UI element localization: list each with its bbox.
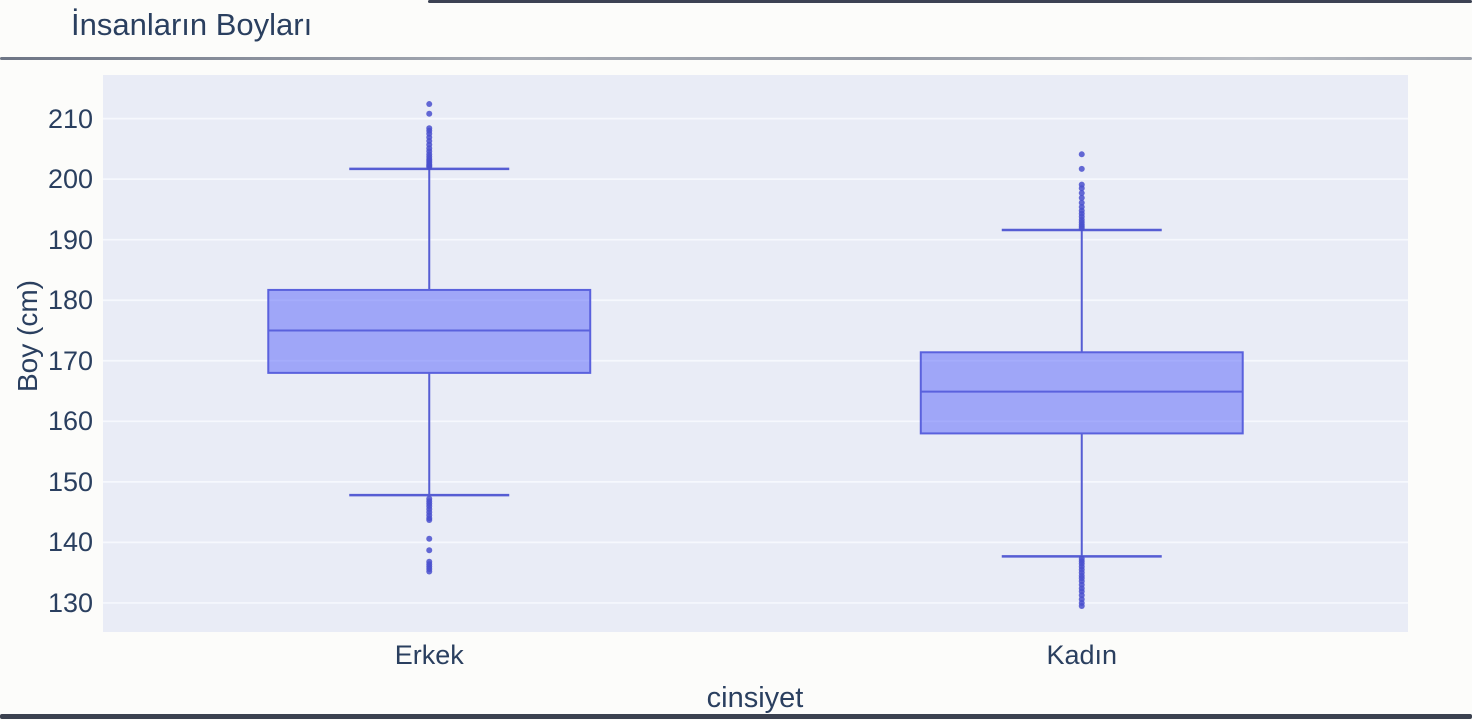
y-tick-label: 190 <box>47 224 93 255</box>
x-tick-label-kadn: Kadın <box>1046 640 1118 670</box>
outlier-point[interactable] <box>426 110 433 117</box>
y-tick-label: 160 <box>47 406 93 437</box>
chart-title: İnsanların Boyları <box>71 7 313 42</box>
outlier-point[interactable] <box>1078 199 1085 206</box>
outlier-point[interactable] <box>1078 181 1085 188</box>
outlier-point[interactable] <box>1078 165 1085 172</box>
y-tick-label: 140 <box>47 527 93 558</box>
outlier-point[interactable] <box>426 547 433 554</box>
y-axis: Boy (cm) 130 140 150 160 170 180 190 200 210 <box>0 0 99 720</box>
screen-edge-artifact-under-title <box>0 57 1472 60</box>
y-tick-label: 180 <box>47 285 93 316</box>
outlier-point[interactable] <box>426 568 433 575</box>
outlier-point[interactable] <box>1078 190 1085 197</box>
outlier-point[interactable] <box>426 101 433 108</box>
outlier-point[interactable] <box>426 535 433 542</box>
outlier-point[interactable] <box>1078 151 1085 158</box>
plot-area[interactable] <box>103 75 1408 632</box>
boxplot-svg <box>103 101 1408 609</box>
box-kadın[interactable] <box>919 351 1244 435</box>
screen-edge-artifact-bottom <box>0 714 1472 719</box>
outlier-point[interactable] <box>1078 592 1085 599</box>
x-tick-label-erkek: Erkek <box>394 640 464 670</box>
outlier-point[interactable] <box>1078 194 1085 201</box>
outlier-point[interactable] <box>426 125 433 132</box>
y-tick-label: 150 <box>47 466 93 497</box>
y-tick-label: 130 <box>47 587 93 618</box>
y-tick-label: 170 <box>47 345 93 376</box>
y-tick-label: 210 <box>47 103 93 134</box>
x-axis-title: cinsiyet <box>706 682 804 714</box>
y-tick-label: 200 <box>47 164 93 195</box>
outlier-point[interactable] <box>1078 602 1085 609</box>
outlier-point[interactable] <box>426 516 433 523</box>
screen-edge-artifact-top <box>428 0 1472 3</box>
outlier-point[interactable] <box>1078 203 1085 210</box>
